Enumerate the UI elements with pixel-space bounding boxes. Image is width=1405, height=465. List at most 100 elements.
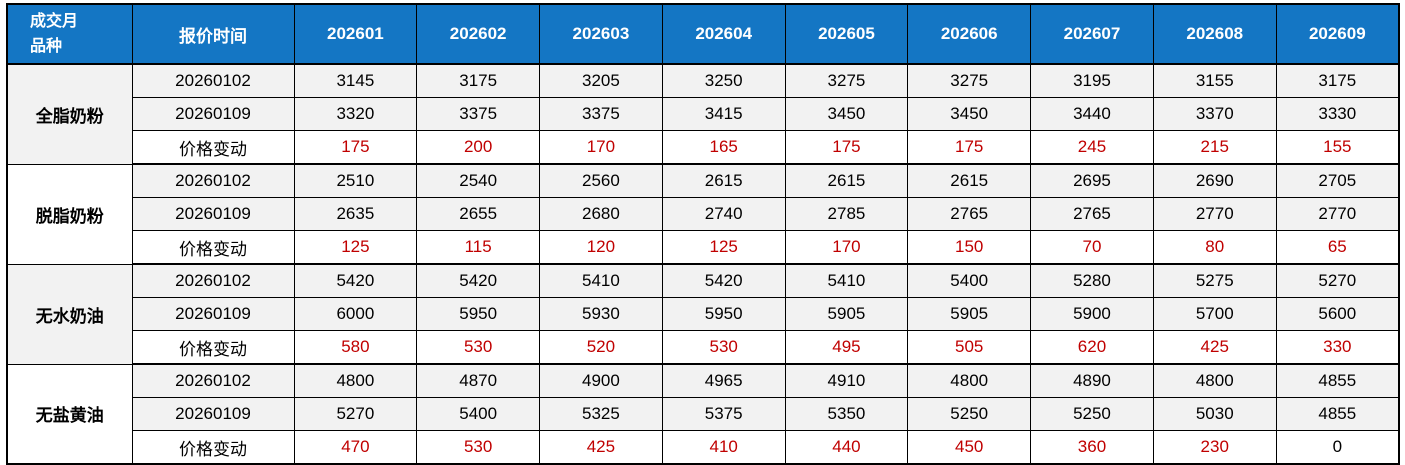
price-value-cell: 5905 bbox=[907, 297, 1032, 331]
product-name-cell: 无盐黄油 bbox=[6, 363, 133, 465]
month-header: 202604 bbox=[661, 3, 786, 65]
price-value-cell: 3370 bbox=[1152, 97, 1277, 131]
price-value-cell: 4800 bbox=[293, 363, 418, 398]
price-value-cell: 2770 bbox=[1152, 197, 1277, 231]
price-value-cell: 4800 bbox=[1152, 363, 1277, 398]
change-value-cell: 505 bbox=[907, 330, 1032, 365]
change-value-cell: 440 bbox=[784, 430, 909, 465]
change-value-cell: 520 bbox=[539, 330, 663, 365]
price-value-cell: 5280 bbox=[1030, 263, 1154, 298]
price-value-cell: 5270 bbox=[1275, 263, 1400, 298]
price-value-cell: 2770 bbox=[1275, 197, 1400, 231]
price-value-cell: 2510 bbox=[293, 163, 418, 198]
price-value-cell: 2540 bbox=[416, 163, 541, 198]
price-value-cell: 2560 bbox=[539, 163, 663, 198]
price-value-cell: 4800 bbox=[907, 363, 1032, 398]
price-value-cell: 5420 bbox=[661, 263, 786, 298]
price-value-cell: 5325 bbox=[539, 397, 663, 431]
month-header: 202601 bbox=[293, 3, 418, 65]
price-value-cell: 5410 bbox=[784, 263, 909, 298]
change-value-cell: 165 bbox=[661, 130, 786, 165]
change-value-cell: 170 bbox=[539, 130, 663, 165]
change-value-cell: 125 bbox=[293, 230, 418, 265]
price-value-cell: 5350 bbox=[784, 397, 909, 431]
price-value-cell: 5275 bbox=[1152, 263, 1277, 298]
dairy-price-table: 成交月 品种 报价时间 202601 202602 202603 202604 … bbox=[6, 3, 1400, 465]
price-value-cell: 2615 bbox=[907, 163, 1032, 198]
price-value-cell: 3375 bbox=[416, 97, 541, 131]
price-value-cell: 2765 bbox=[1030, 197, 1154, 231]
price-value-cell: 5900 bbox=[1030, 297, 1154, 331]
price-value-cell: 5410 bbox=[539, 263, 663, 298]
price-value-cell: 3320 bbox=[293, 97, 418, 131]
price-value-cell: 3195 bbox=[1030, 63, 1154, 98]
change-value-cell: 530 bbox=[416, 430, 541, 465]
table-row: 价格变动 175 200 170 165 175 175 245 215 155 bbox=[7, 130, 1400, 165]
price-value-cell: 3450 bbox=[784, 97, 909, 131]
quote-date-cell: 20260109 bbox=[131, 97, 295, 131]
change-label-cell: 价格变动 bbox=[131, 130, 295, 165]
price-value-cell: 2785 bbox=[784, 197, 909, 231]
price-value-cell: 3275 bbox=[907, 63, 1032, 98]
price-value-cell: 4900 bbox=[539, 363, 663, 398]
change-value-cell: 360 bbox=[1030, 430, 1154, 465]
price-value-cell: 5270 bbox=[293, 397, 418, 431]
corner-header-cell: 成交月 品种 bbox=[6, 3, 133, 65]
table-row: 全脂奶粉 20260102 3145 3175 3205 3250 3275 3275 3195… bbox=[6, 63, 1400, 165]
product-name-cell: 全脂奶粉 bbox=[6, 63, 133, 165]
corner-header-line2: 品种 bbox=[30, 38, 63, 55]
price-value-cell: 5420 bbox=[293, 263, 418, 298]
price-value-cell: 3440 bbox=[1030, 97, 1154, 131]
change-value-cell: 0 bbox=[1275, 430, 1400, 465]
quote-date-cell: 20260109 bbox=[131, 197, 295, 231]
change-value-cell: 230 bbox=[1152, 430, 1277, 465]
corner-header-line1: 成交月 bbox=[30, 13, 79, 30]
price-value-cell: 5400 bbox=[907, 263, 1032, 298]
month-header: 202602 bbox=[416, 3, 541, 65]
price-value-cell: 5250 bbox=[1030, 397, 1154, 431]
table-row: 20260109 3320 3375 3375 3415 3450 3450 3440 3370… bbox=[7, 97, 1400, 131]
change-value-cell: 150 bbox=[907, 230, 1032, 265]
table-row: 价格变动 125 115 120 125 170 150 70 80 65 bbox=[7, 230, 1400, 265]
product-name-cell: 无水奶油 bbox=[6, 263, 133, 365]
table-row: 20260109 6000 5950 5930 5950 5905 5905 5900 5700… bbox=[7, 297, 1400, 331]
change-value-cell: 530 bbox=[416, 330, 541, 365]
price-value-cell: 5930 bbox=[539, 297, 663, 331]
price-value-cell: 5030 bbox=[1152, 397, 1277, 431]
change-value-cell: 620 bbox=[1030, 330, 1154, 365]
price-value-cell: 2655 bbox=[416, 197, 541, 231]
table-row: 价格变动 470 530 425 410 440 450 360 230 0 bbox=[7, 430, 1400, 465]
price-value-cell: 6000 bbox=[293, 297, 418, 331]
price-value-cell: 5700 bbox=[1152, 297, 1277, 331]
quote-date-cell: 20260102 bbox=[131, 63, 295, 98]
change-value-cell: 425 bbox=[539, 430, 663, 465]
price-value-cell: 3415 bbox=[661, 97, 786, 131]
price-value-cell: 4855 bbox=[1275, 363, 1400, 398]
change-value-cell: 530 bbox=[661, 330, 786, 365]
table-row: 无水奶油 20260102 5420 5420 5410 5420 5410 5400 5280… bbox=[6, 263, 1400, 365]
price-value-cell: 5375 bbox=[661, 397, 786, 431]
change-value-cell: 425 bbox=[1152, 330, 1277, 365]
quote-date-cell: 20260102 bbox=[131, 163, 295, 198]
price-value-cell: 4965 bbox=[661, 363, 786, 398]
change-value-cell: 80 bbox=[1152, 230, 1277, 265]
month-header: 202605 bbox=[784, 3, 909, 65]
change-label-cell: 价格变动 bbox=[131, 430, 295, 465]
change-value-cell: 245 bbox=[1030, 130, 1154, 165]
change-value-cell: 65 bbox=[1275, 230, 1400, 265]
price-value-cell: 3330 bbox=[1275, 97, 1400, 131]
quote-time-header: 报价时间 bbox=[131, 3, 295, 65]
change-value-cell: 495 bbox=[784, 330, 909, 365]
month-header: 202608 bbox=[1152, 3, 1277, 65]
change-value-cell: 450 bbox=[907, 430, 1032, 465]
price-value-cell: 3450 bbox=[907, 97, 1032, 131]
price-value-cell: 3250 bbox=[661, 63, 786, 98]
price-value-cell: 5600 bbox=[1275, 297, 1400, 331]
change-value-cell: 580 bbox=[293, 330, 418, 365]
price-value-cell: 2740 bbox=[661, 197, 786, 231]
price-value-cell: 2765 bbox=[907, 197, 1032, 231]
product-name-cell: 脱脂奶粉 bbox=[6, 163, 133, 265]
price-value-cell: 4870 bbox=[416, 363, 541, 398]
change-value-cell: 330 bbox=[1275, 330, 1400, 365]
